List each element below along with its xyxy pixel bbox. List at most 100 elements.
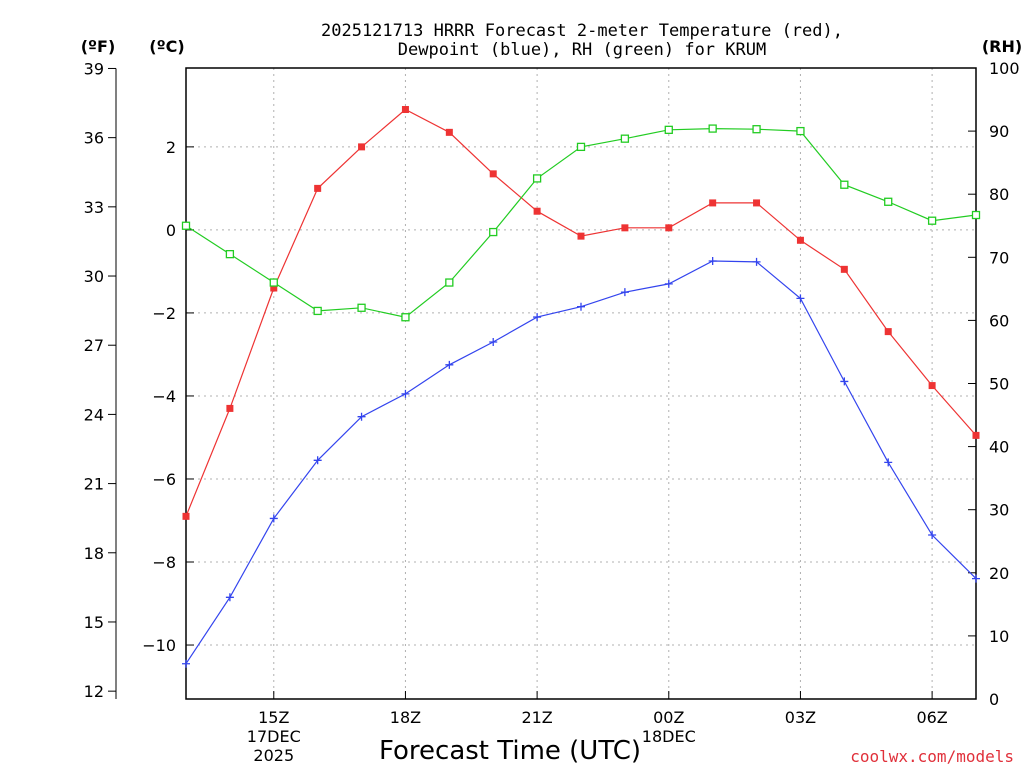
chart-title-line2: Dewpoint (blue), RH (green) for KRUM — [398, 40, 766, 60]
fahrenheit-tick-label: 36 — [84, 129, 104, 148]
temperature-point — [884, 328, 892, 336]
rh-point — [884, 197, 893, 206]
rh-point — [664, 125, 673, 134]
rh-tick-label: 70 — [989, 248, 1009, 267]
celsius-tick-label: −6 — [152, 470, 176, 489]
dewpoint-point — [884, 458, 893, 467]
x-tick-label: 03Z — [785, 708, 816, 727]
dewpoint-point — [664, 279, 673, 288]
rh-tick-label: 10 — [989, 627, 1009, 646]
fahrenheit-tick-label: 21 — [84, 475, 104, 494]
celsius-unit-label: (ºC) — [149, 37, 184, 56]
dewpoint-point — [225, 593, 234, 602]
temperature-point — [533, 207, 541, 215]
rh-point — [225, 249, 235, 259]
rh-tick-label: 0 — [989, 690, 999, 709]
dewpoint-point — [182, 659, 190, 668]
celsius-tick-label: −10 — [142, 636, 176, 655]
temperature-point — [840, 265, 848, 273]
x-tick-label: 06Z — [916, 708, 947, 727]
rh-tick-label: 90 — [989, 122, 1009, 141]
temperature-point — [314, 184, 322, 192]
fahrenheit-unit-label: (ºF) — [81, 37, 116, 56]
celsius-tick-label: −2 — [152, 304, 176, 323]
fahrenheit-tick-label: 15 — [84, 613, 104, 632]
gridlines — [186, 68, 976, 699]
rh-point — [840, 180, 849, 189]
fahrenheit-tick-label: 12 — [84, 682, 104, 701]
rh-tick-label: 20 — [989, 564, 1009, 583]
x-tick-label: 00Z — [653, 708, 684, 727]
rh-tick-label: 40 — [989, 438, 1009, 457]
x-axis-label: Forecast Time (UTC) — [379, 736, 641, 766]
dewpoint-series-line — [185, 260, 977, 665]
temperature-series-line — [185, 108, 977, 517]
fahrenheit-tick-label: 30 — [84, 267, 104, 286]
fahrenheit-tick-label: 24 — [84, 405, 104, 424]
rh-point — [752, 125, 761, 134]
rh-point — [445, 278, 454, 287]
temperature-point — [401, 106, 409, 114]
celsius-tick-label: −4 — [152, 387, 176, 406]
dewpoint-point — [313, 456, 322, 465]
temperature-point — [577, 232, 585, 240]
temperature-point — [182, 512, 190, 520]
x-tick-label: 18Z — [390, 708, 421, 727]
x-tick-label: 2025 — [253, 746, 294, 765]
dewpoint-point — [796, 294, 805, 303]
temperature-point — [621, 224, 629, 232]
temperature-point — [226, 404, 234, 412]
temperature-point — [445, 128, 453, 136]
x-tick-label: 15Z — [258, 708, 289, 727]
axes: −10 −8 −6 −4 −2 0 2 12 15 18 21 24 27 30 33 36 39 0 10 20 30… — [84, 59, 1020, 709]
temperature-point — [972, 431, 980, 439]
dewpoint-point — [401, 389, 410, 398]
rh-point — [708, 124, 717, 133]
dewpoint-point — [928, 531, 937, 540]
temperature-point — [665, 224, 673, 232]
dewpoint-point — [445, 360, 454, 369]
plot-frame — [185, 67, 977, 700]
rh-point — [796, 126, 805, 136]
rh-point — [401, 313, 410, 322]
credit-label: coolwx.com/models — [850, 747, 1014, 766]
rh-point — [620, 134, 630, 143]
temperature-point — [928, 382, 936, 390]
fahrenheit-tick-label: 27 — [84, 336, 104, 355]
fahrenheit-tick-label: 39 — [84, 59, 104, 78]
dewpoint-point — [972, 574, 980, 583]
x-tick-label: 17DEC — [247, 727, 301, 746]
temperature-point — [796, 236, 804, 244]
rh-tick-label: 60 — [989, 311, 1009, 330]
rh-point — [269, 278, 278, 287]
rh-point — [971, 210, 981, 220]
rh-tick-label: 100 — [989, 59, 1020, 78]
dewpoint-point — [357, 412, 366, 421]
rh-point — [181, 221, 191, 230]
x-tick-label: 18DEC — [642, 727, 696, 746]
rh-point — [576, 142, 586, 152]
temperature-point — [489, 170, 497, 178]
dewpoint-point — [752, 257, 761, 266]
celsius-tick-label: −8 — [152, 553, 176, 572]
x-tick-label: 21Z — [521, 708, 552, 727]
dewpoint-point — [620, 288, 629, 297]
rh-point — [927, 216, 937, 225]
temperature-point — [753, 199, 761, 207]
rh-unit-label: (RH) — [982, 37, 1022, 56]
rh-point — [532, 174, 542, 183]
data-series — [181, 106, 981, 668]
celsius-tick-label: 0 — [166, 221, 176, 240]
rh-tick-label: 50 — [989, 375, 1009, 394]
temperature-point — [270, 284, 278, 292]
rh-point — [489, 227, 498, 237]
dewpoint-point — [840, 377, 849, 386]
celsius-tick-label: 2 — [166, 138, 176, 157]
dewpoint-point — [708, 257, 717, 266]
dewpoint-point — [489, 337, 498, 346]
rh-point — [357, 303, 366, 312]
fahrenheit-tick-label: 33 — [84, 198, 104, 217]
rh-tick-label: 30 — [989, 501, 1009, 520]
